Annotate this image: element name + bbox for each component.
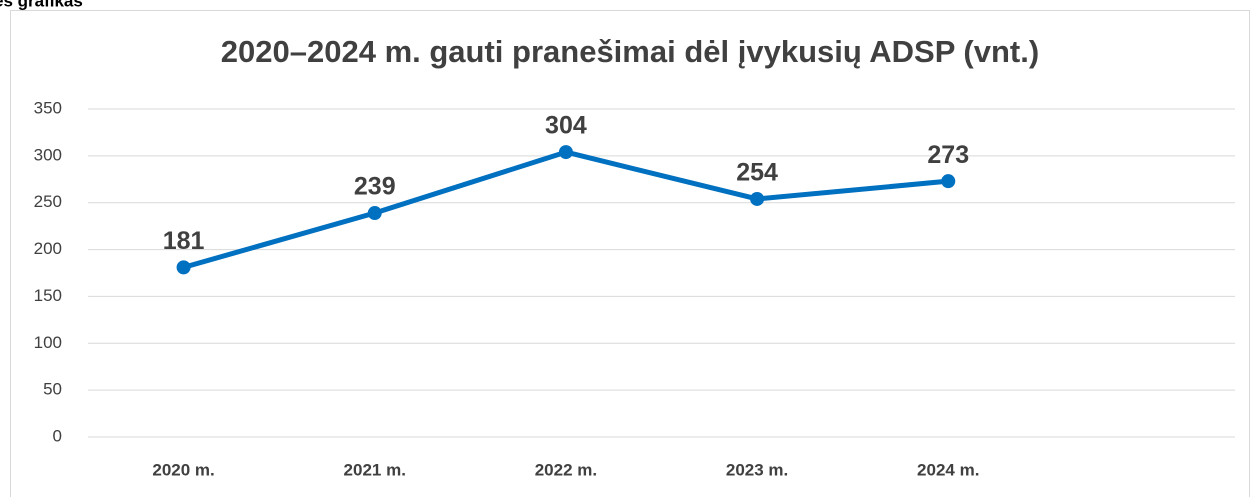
y-tick-label: 100 [34, 333, 62, 352]
caption: ės grafikas [0, 0, 83, 10]
data-label: 254 [736, 159, 778, 187]
chart-title: 2020–2024 m. gauti pranešimai dėl įvykus… [221, 34, 1039, 69]
y-tick-label: 350 [34, 98, 62, 117]
x-tick-label: 2022 m. [535, 460, 597, 479]
data-label: 273 [927, 141, 969, 169]
y-tick-label: 250 [34, 192, 62, 211]
point [558, 145, 573, 160]
point [941, 174, 956, 189]
data-label: 239 [354, 173, 396, 201]
data-label: 181 [163, 227, 205, 255]
x-tick-label: 2020 m. [152, 460, 214, 479]
point [176, 260, 191, 275]
x-tick-label: 2024 m. [917, 460, 979, 479]
y-tick-label: 0 [53, 426, 62, 445]
y-tick-label: 200 [34, 239, 62, 258]
x-tick-label: 2021 m. [344, 460, 406, 479]
data-label: 304 [545, 112, 587, 140]
y-tick-label: 150 [34, 286, 62, 305]
point [367, 206, 382, 221]
chart-frame [10, 10, 1250, 497]
y-tick-label: 300 [34, 145, 62, 164]
point [750, 191, 765, 206]
y-tick-label: 50 [43, 380, 62, 399]
x-tick-label: 2023 m. [726, 460, 788, 479]
